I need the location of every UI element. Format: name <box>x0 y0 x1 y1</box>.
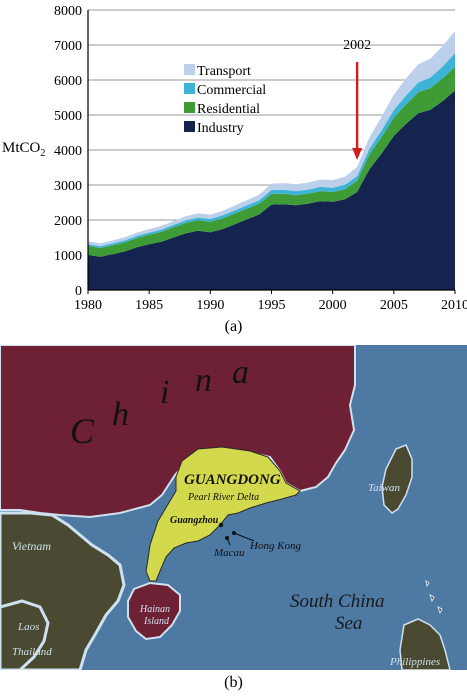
laos-label: Laos <box>17 621 39 633</box>
guangzhou-dot <box>218 522 224 528</box>
emissions-chart: 0 1000 2000 3000 4000 5000 6000 7000 8000 1980 198… <box>54 4 467 313</box>
legend-label-commercial: Commercial <box>197 83 266 98</box>
philippines-label: Philippines <box>389 656 440 668</box>
caption-a: (a) <box>224 318 243 335</box>
thailand-label: Thailand <box>12 646 52 658</box>
y-tick-0: 0 <box>75 284 82 299</box>
vietnam-label: Vietnam <box>12 539 51 553</box>
legend-label-residential: Residential <box>197 102 260 117</box>
caption-b: (b) <box>224 674 243 691</box>
y-tick-2000: 2000 <box>54 214 82 229</box>
y-tick-3000: 3000 <box>54 179 82 194</box>
china-letter-3: i <box>160 374 169 411</box>
guangzhou-label: Guangzhou <box>170 515 219 526</box>
china-letter-2: h <box>112 396 129 433</box>
annotation-label: 2002 <box>343 38 371 53</box>
indochina-land <box>0 511 126 670</box>
hainan-island <box>127 581 181 641</box>
hongkong-label: Hong Kong <box>249 540 302 552</box>
guangdong-map: C h i n a GUANGDONG Pearl River Delta Gu… <box>0 345 467 670</box>
area-industry <box>88 90 455 290</box>
y-tick-8000: 8000 <box>54 4 82 19</box>
legend-label-transport: Transport <box>197 64 251 79</box>
hainan-label-2: Island <box>143 616 170 627</box>
scs-label-2: Sea <box>335 613 362 634</box>
taiwan-island <box>381 444 413 514</box>
macau-label: Macau <box>213 547 245 559</box>
philippines-land <box>399 618 451 670</box>
stacked-areas <box>88 31 455 290</box>
y-axis-label: MtCO2 <box>2 140 46 159</box>
prd-label: Pearl River Delta <box>187 492 259 503</box>
legend-swatch-commercial <box>184 83 195 94</box>
hongkong-pointer <box>233 532 255 542</box>
guangdong-province <box>145 446 301 582</box>
x-tick-1995: 1995 <box>258 298 286 313</box>
legend-swatch-transport <box>184 64 195 75</box>
y-tick-6000: 6000 <box>54 74 82 89</box>
x-tick-1980: 1980 <box>74 298 102 313</box>
legend: Transport Commercial Residential Industry <box>184 64 266 136</box>
annotation-2002: 2002 <box>343 38 371 160</box>
laos-border <box>0 599 50 670</box>
china-letter-4: n <box>195 362 212 399</box>
x-tick-2005: 2005 <box>380 298 408 313</box>
legend-swatch-industry <box>184 121 195 132</box>
y-tick-7000: 7000 <box>54 39 82 54</box>
y-tick-4000: 4000 <box>54 144 82 159</box>
legend-label-industry: Industry <box>197 121 244 136</box>
annotation-arrow-head <box>352 148 363 160</box>
scs-label-1: South China <box>290 591 384 612</box>
x-tick-2000: 2000 <box>319 298 347 313</box>
china-letter-5: a <box>232 354 249 391</box>
x-tick-1985: 1985 <box>135 298 163 313</box>
hainan-label-1: Hainan <box>139 604 170 615</box>
y-tick-1000: 1000 <box>54 249 82 264</box>
x-tick-2010: 2010 <box>441 298 467 313</box>
taiwan-label: Taiwan <box>368 482 401 494</box>
x-tick-1990: 1990 <box>196 298 224 313</box>
macau-pointer <box>226 537 231 546</box>
tick-labels: 0 1000 2000 3000 4000 5000 6000 7000 8000 1980 198… <box>54 4 467 313</box>
small-islands <box>425 579 443 615</box>
guangdong-label: GUANGDONG <box>184 472 281 488</box>
china-letter-1: C <box>70 411 95 451</box>
legend-swatch-residential <box>184 102 195 113</box>
y-tick-5000: 5000 <box>54 109 82 124</box>
